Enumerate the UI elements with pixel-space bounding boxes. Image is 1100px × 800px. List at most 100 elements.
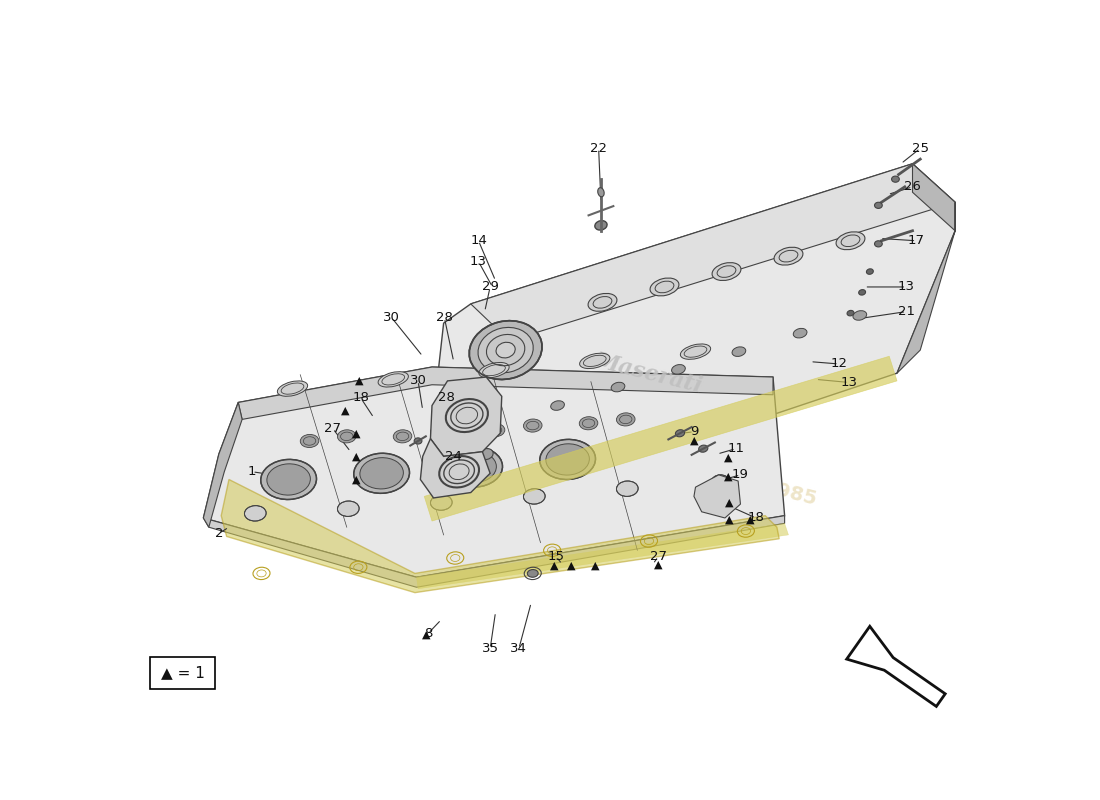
Ellipse shape xyxy=(524,419,542,432)
Text: ▲: ▲ xyxy=(355,376,363,386)
FancyBboxPatch shape xyxy=(150,657,214,689)
Ellipse shape xyxy=(244,506,266,521)
Ellipse shape xyxy=(470,321,542,379)
Ellipse shape xyxy=(447,447,503,487)
Ellipse shape xyxy=(595,221,607,230)
Text: 18: 18 xyxy=(352,391,370,404)
Ellipse shape xyxy=(580,353,609,369)
Ellipse shape xyxy=(338,430,356,443)
Ellipse shape xyxy=(277,381,308,396)
Text: ▲: ▲ xyxy=(725,514,734,525)
Ellipse shape xyxy=(453,451,496,482)
Ellipse shape xyxy=(478,362,509,378)
Ellipse shape xyxy=(859,290,866,295)
Text: ▲: ▲ xyxy=(352,474,361,485)
Ellipse shape xyxy=(874,202,882,209)
Ellipse shape xyxy=(852,310,867,320)
Ellipse shape xyxy=(540,439,595,479)
Text: ▲: ▲ xyxy=(724,471,733,482)
Polygon shape xyxy=(420,438,491,498)
Polygon shape xyxy=(204,516,784,587)
Polygon shape xyxy=(221,479,779,593)
Text: 19: 19 xyxy=(732,468,749,482)
Text: ▲: ▲ xyxy=(421,630,430,640)
Text: 22: 22 xyxy=(590,142,607,155)
Ellipse shape xyxy=(650,278,679,296)
Ellipse shape xyxy=(612,382,625,392)
Text: 21: 21 xyxy=(898,305,915,318)
Text: 27: 27 xyxy=(650,550,667,563)
Ellipse shape xyxy=(675,430,684,437)
Text: 13: 13 xyxy=(898,281,915,294)
Text: 8: 8 xyxy=(424,627,432,640)
Ellipse shape xyxy=(527,570,538,578)
Text: ▲: ▲ xyxy=(690,436,698,446)
Text: 26: 26 xyxy=(904,180,921,194)
Polygon shape xyxy=(694,475,740,518)
Text: 34: 34 xyxy=(510,642,527,655)
Text: ▲: ▲ xyxy=(568,561,575,570)
Text: 28: 28 xyxy=(436,311,453,324)
Text: ▲: ▲ xyxy=(352,451,361,462)
Text: 24: 24 xyxy=(446,450,462,463)
Ellipse shape xyxy=(478,327,534,373)
Ellipse shape xyxy=(732,347,746,357)
Text: ▲: ▲ xyxy=(746,514,754,525)
Ellipse shape xyxy=(892,176,900,182)
Text: 9: 9 xyxy=(690,426,698,438)
Polygon shape xyxy=(913,164,955,230)
Ellipse shape xyxy=(874,241,882,247)
Ellipse shape xyxy=(847,310,854,316)
Polygon shape xyxy=(425,164,955,523)
Text: 13: 13 xyxy=(470,255,487,268)
Ellipse shape xyxy=(681,344,711,359)
Text: ▲: ▲ xyxy=(724,453,733,463)
Text: 18: 18 xyxy=(748,511,764,525)
Polygon shape xyxy=(239,367,773,419)
Ellipse shape xyxy=(430,495,452,510)
Text: Maserati: Maserati xyxy=(593,349,705,398)
Polygon shape xyxy=(896,202,955,373)
Text: ▲: ▲ xyxy=(654,559,662,569)
Text: 35: 35 xyxy=(482,642,498,655)
Polygon shape xyxy=(417,523,789,589)
Ellipse shape xyxy=(551,401,564,410)
Ellipse shape xyxy=(378,372,408,387)
Text: 28: 28 xyxy=(438,391,454,404)
Text: ▲: ▲ xyxy=(591,561,600,570)
Text: 17: 17 xyxy=(908,234,925,247)
Text: 25: 25 xyxy=(912,142,928,155)
Polygon shape xyxy=(430,377,502,456)
Ellipse shape xyxy=(774,247,803,265)
Text: 1: 1 xyxy=(248,466,256,478)
Ellipse shape xyxy=(616,413,635,426)
Ellipse shape xyxy=(496,342,515,358)
Ellipse shape xyxy=(580,417,597,430)
Text: 13: 13 xyxy=(840,376,858,389)
Ellipse shape xyxy=(698,445,707,452)
Ellipse shape xyxy=(360,458,404,489)
Text: ▲: ▲ xyxy=(550,561,559,570)
Ellipse shape xyxy=(415,438,422,444)
Ellipse shape xyxy=(672,365,685,374)
Ellipse shape xyxy=(480,449,493,459)
Text: ▲: ▲ xyxy=(725,498,734,507)
Ellipse shape xyxy=(597,188,604,197)
Ellipse shape xyxy=(588,294,617,311)
Ellipse shape xyxy=(793,328,807,338)
Ellipse shape xyxy=(338,501,359,517)
Ellipse shape xyxy=(300,434,319,447)
Ellipse shape xyxy=(836,232,865,250)
Ellipse shape xyxy=(267,464,310,495)
Ellipse shape xyxy=(524,489,546,504)
Polygon shape xyxy=(204,367,784,578)
Polygon shape xyxy=(847,626,945,706)
Text: 27: 27 xyxy=(324,422,341,435)
Text: 30: 30 xyxy=(409,374,427,387)
Text: 11: 11 xyxy=(727,442,745,455)
Ellipse shape xyxy=(486,424,505,437)
Ellipse shape xyxy=(867,269,873,274)
Ellipse shape xyxy=(394,430,411,443)
Text: 30: 30 xyxy=(383,311,400,324)
Text: 14: 14 xyxy=(470,234,487,247)
